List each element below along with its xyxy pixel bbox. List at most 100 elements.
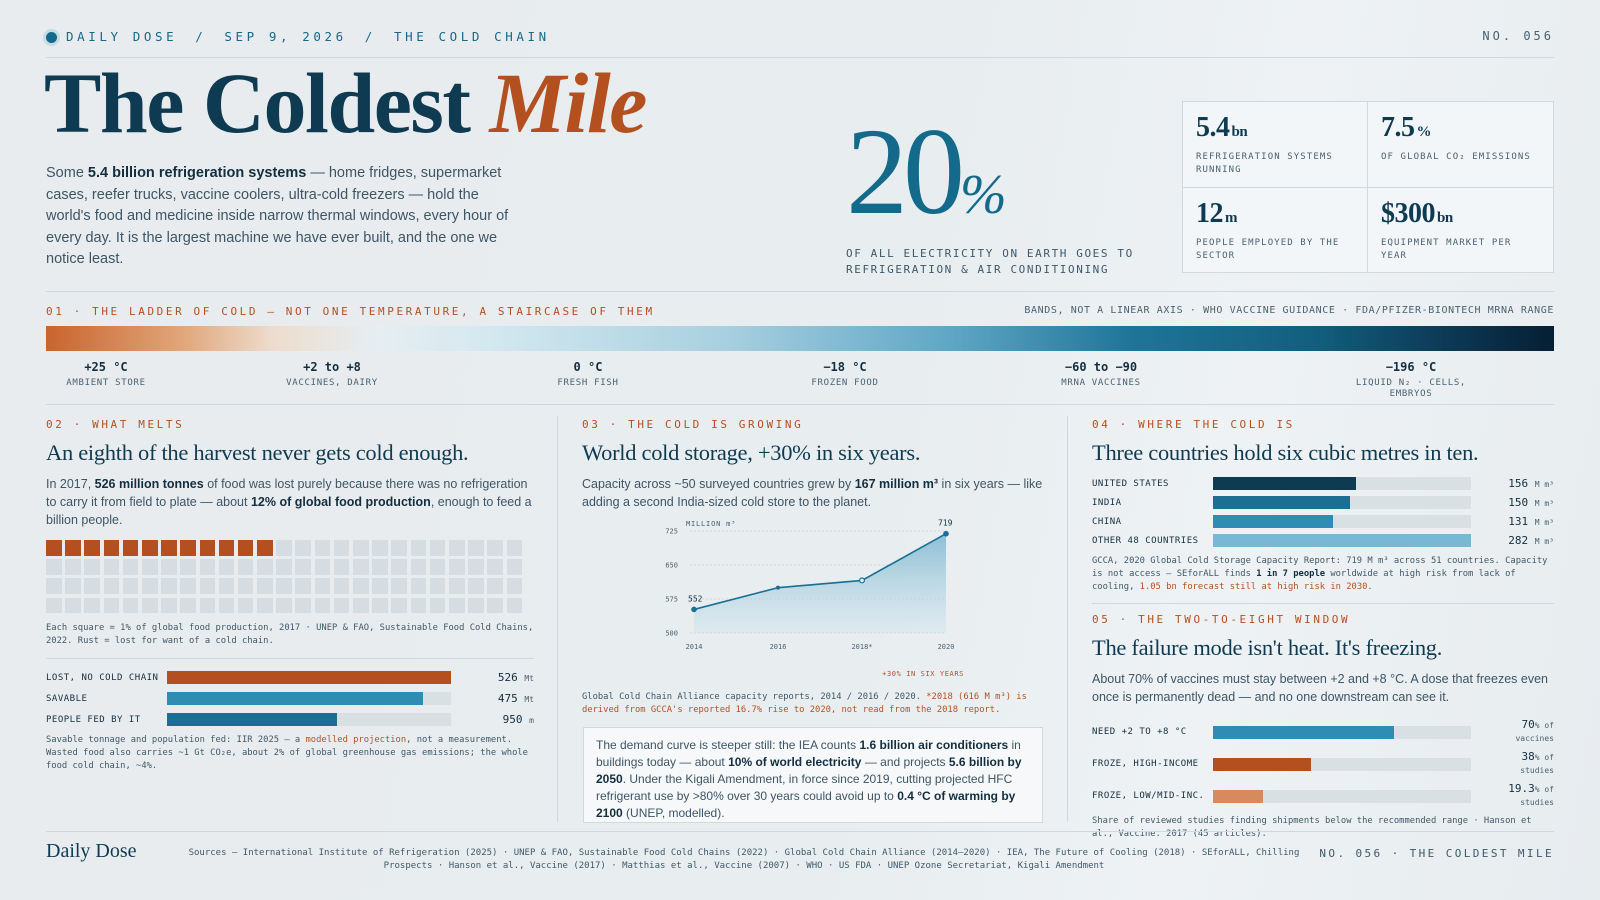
- waffle-square: [180, 597, 196, 614]
- bar-value: 282 M m³: [1471, 534, 1554, 547]
- waffle-square: [333, 597, 350, 614]
- stat-card: 12 m PEOPLE EMPLOYED BY THE SECTOR: [1183, 188, 1368, 273]
- band-label: AMBIENT STORE: [66, 378, 146, 388]
- section-title: Three countries hold six cubic metres in…: [1092, 440, 1479, 465]
- big-stat-caption: OF ALL ELECTRICITY ON EARTH GOES TO REFR…: [846, 247, 1134, 276]
- waffle-square: [353, 597, 369, 614]
- note-bold: 1 in 7 people: [1256, 569, 1326, 579]
- waffle-square: [468, 578, 484, 594]
- breadcrumb: DAILY DOSE / SEP 9, 2026 / THE COLD CHAIN: [66, 29, 550, 44]
- bar-subunit: studies: [1520, 798, 1554, 807]
- bar-value: 38% of studies: [1471, 751, 1554, 777]
- chart-annotation: +30% IN SIX YEARS: [882, 670, 964, 678]
- bar-fill: [167, 671, 451, 685]
- waffle-square: [506, 578, 523, 594]
- waffle-square: [46, 578, 62, 594]
- waffle-square: [237, 559, 254, 575]
- bar-row: INDIA 150 M m³: [1092, 493, 1554, 512]
- waffle-square: [84, 540, 100, 556]
- waffle-square: [199, 559, 216, 575]
- chart-point: [859, 577, 866, 584]
- body-highlight: 167 million m³: [854, 477, 939, 491]
- waffle-square: [199, 540, 216, 556]
- chart-point: [776, 585, 780, 590]
- section-cold-growing: 03 · THE COLD IS GROWING World cold stor…: [582, 418, 1044, 511]
- bar-label: SAVABLE: [46, 693, 88, 704]
- bar-row: FROZE, HIGH-INCOME 38% of studies: [1092, 748, 1554, 780]
- waffle-square: [161, 559, 177, 575]
- bar-number: 131: [1508, 515, 1529, 528]
- section-body: Capacity across ~50 surveyed countries g…: [582, 475, 1044, 511]
- stat-label: REFRIGERATION SYSTEMS RUNNING: [1196, 152, 1333, 175]
- waffle-square: [314, 597, 331, 614]
- waffle-square: [257, 559, 273, 575]
- bar-number: 282: [1508, 534, 1529, 547]
- waffle-square: [180, 578, 196, 594]
- bar-label: LOST, NO COLD CHAIN: [46, 672, 159, 683]
- ladder-note: BANDS, NOT A LINEAR AXIS · WHO VACCINE G…: [1024, 305, 1554, 316]
- page-title: The Coldest Mile: [44, 60, 647, 146]
- breadcrumb-date[interactable]: SEP 9, 2026: [224, 29, 347, 44]
- waffle-square: [257, 540, 273, 556]
- section-label: 05 · THE TWO-TO-EIGHT WINDOW: [1092, 613, 1351, 626]
- bar-row: SAVABLE 475 Mt: [46, 688, 534, 709]
- chart-x-tick: 2016: [770, 643, 787, 651]
- body-text: of food was lost purely because there wa…: [46, 477, 528, 509]
- bar-label: INDIA: [1092, 497, 1122, 508]
- bar-unit: m: [529, 716, 534, 726]
- note-text: .: [1367, 582, 1373, 592]
- stat-value: 5.4: [1196, 112, 1230, 143]
- waffle-square: [218, 540, 235, 556]
- waffle-square: [295, 559, 312, 575]
- callout-highlight: 5.6 billion by 2050: [596, 755, 1022, 786]
- waffle-square: [372, 597, 388, 614]
- waffle-square: [429, 578, 446, 594]
- waffle-square: [506, 540, 523, 556]
- bar-row: LOST, NO COLD CHAIN 526 Mt: [46, 667, 534, 688]
- bar-number: 475: [497, 692, 518, 706]
- stat-value: 7.5: [1381, 112, 1415, 143]
- big-stat: 20% OF ALL ELECTRICITY ON EARTH GOES TO …: [846, 110, 1156, 278]
- note-highlight: modelled projection: [305, 735, 407, 746]
- breadcrumb-publication[interactable]: DAILY DOSE: [66, 29, 178, 44]
- waffle-square: [448, 540, 465, 556]
- waffle-square: [429, 597, 446, 614]
- footer-issue: NO. 056 · THE COLDEST MILE: [1319, 847, 1554, 860]
- waffle-square: [448, 559, 465, 575]
- waffle-square: [103, 559, 120, 575]
- footer-brand[interactable]: Daily Dose: [46, 840, 137, 862]
- stat-unit: bn: [1437, 210, 1453, 226]
- breadcrumb-topic[interactable]: THE COLD CHAIN: [393, 29, 550, 44]
- section-label: 03 · THE COLD IS GROWING: [582, 418, 804, 431]
- bar-value: 150 M m³: [1471, 496, 1554, 509]
- bar-number: 156: [1508, 477, 1529, 490]
- callout-text: . Under the Kigali Amendment, in force s…: [596, 772, 1013, 803]
- bar-number: 38: [1521, 750, 1535, 763]
- bar-row: NEED +2 TO +8 °C 70% of vaccines: [1092, 716, 1554, 748]
- bar-value: 156 M m³: [1471, 477, 1554, 490]
- breadcrumb-separator: /: [364, 29, 376, 44]
- bar-label: FROZE, HIGH-INCOME: [1092, 759, 1199, 769]
- big-stat-unit: %: [960, 164, 1007, 226]
- waffle-square: [199, 597, 216, 614]
- waffle-square: [161, 597, 177, 614]
- waffle-square: [84, 559, 100, 575]
- bar-value: 70% of vaccines: [1471, 719, 1554, 745]
- divider: [46, 658, 534, 660]
- waffle-square: [506, 597, 523, 614]
- chart-points: [691, 530, 949, 613]
- section-label: 04 · WHERE THE COLD IS: [1092, 418, 1295, 431]
- issue-number: NO. 056: [1482, 29, 1554, 43]
- footer-sources: Sources — International Institute of Ref…: [188, 848, 1300, 871]
- body-text: Capacity across ~50 surveyed countries g…: [582, 477, 855, 491]
- section-label: 02 · WHAT MELTS: [46, 418, 185, 431]
- cold-storage-chart: MILLION m³ 500 575 650 725 2014 2016 2018* 202…: [665, 519, 964, 678]
- waffle-square: [410, 578, 427, 594]
- waffle-square: [429, 540, 446, 556]
- bar-value: 526 Mt: [451, 671, 534, 684]
- bar-track: [1213, 515, 1471, 528]
- big-stat-value: 20: [846, 103, 965, 240]
- band-temperature: −18 °C: [823, 360, 867, 374]
- divider: [1092, 603, 1554, 604]
- bar-track: [167, 692, 451, 706]
